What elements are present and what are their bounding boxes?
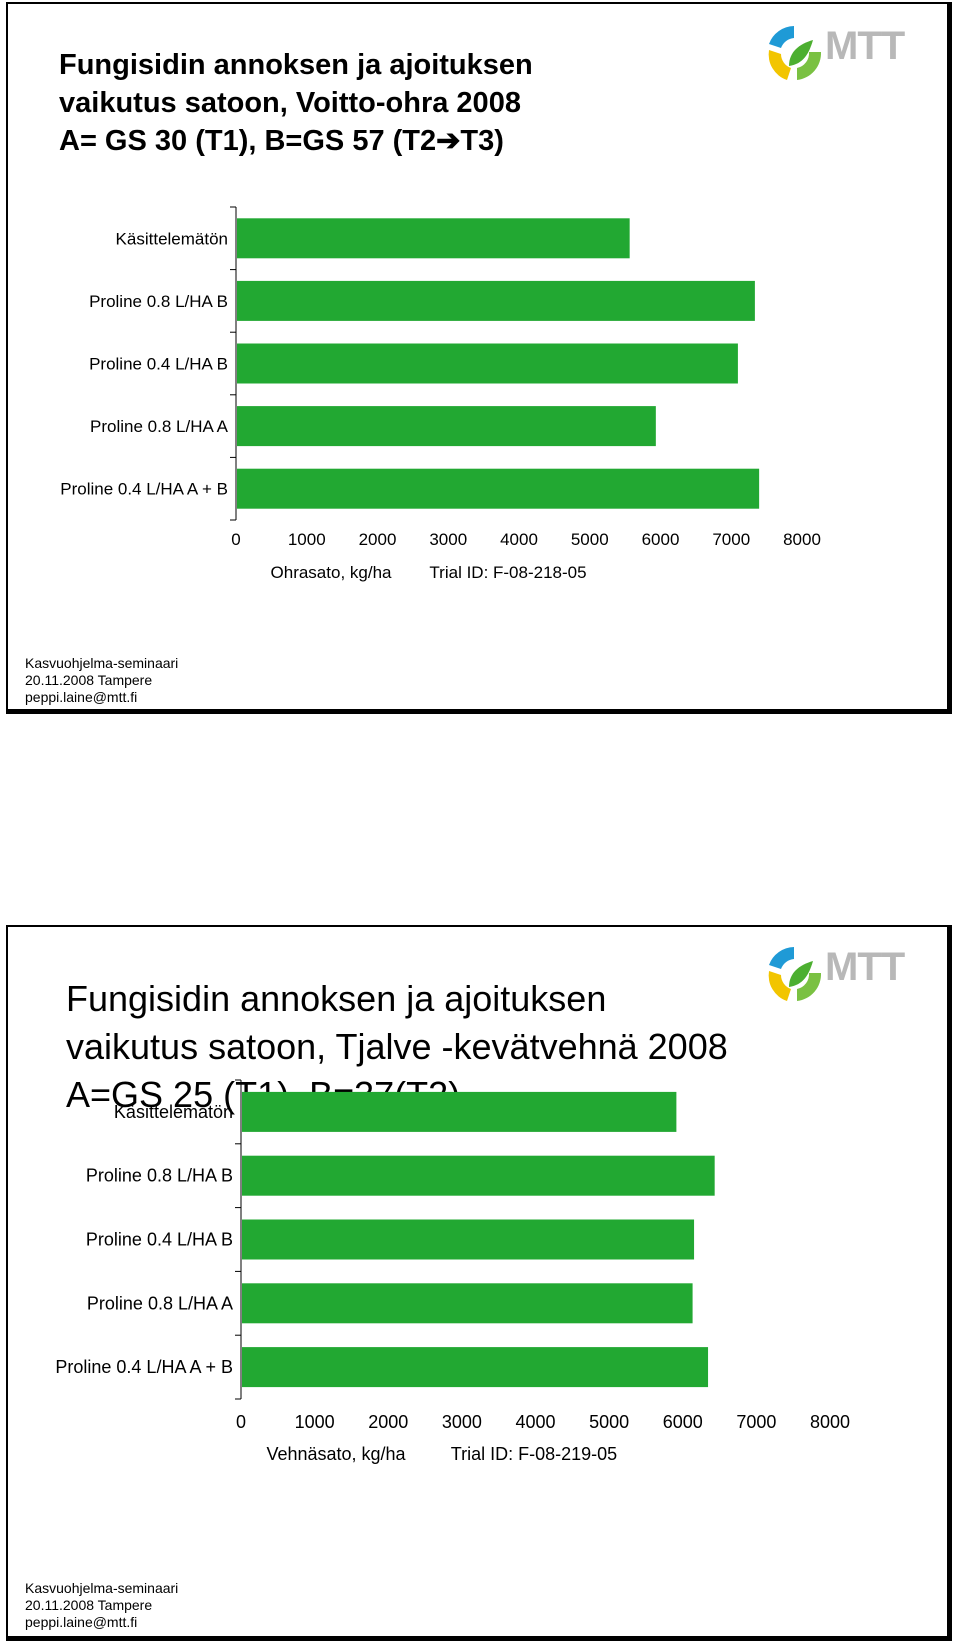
x-tick-label: 4000 — [500, 530, 538, 549]
x-tick-label: 6000 — [642, 530, 680, 549]
slide-footer: Kasvuohjelma-seminaari 20.11.2008 Tamper… — [25, 1580, 178, 1631]
slide-tjalve-kevatvehna: Fungisidin annoksen ja ajoituksen vaikut… — [6, 925, 952, 1641]
category-label: Käsittelemätön — [114, 1102, 233, 1122]
bar — [242, 1091, 677, 1132]
title-line-1: Fungisidin annoksen ja ajoituksen — [59, 49, 533, 81]
bar — [237, 468, 760, 509]
bar — [237, 218, 630, 259]
footer-date: 20.11.2008 Tampere — [25, 1597, 153, 1613]
x-tick-label: 1000 — [295, 1412, 335, 1432]
mtt-logo-icon — [768, 947, 822, 1001]
x-tick-label: 1000 — [288, 530, 326, 549]
slide-title: Fungisidin annoksen ja ajoituksen vaikut… — [59, 46, 533, 160]
yield-bar-chart: Käsittelemätön Proline 0.8 L/HA B Proline … — [60, 206, 821, 582]
category-label: Proline 0.8 L/HA A — [90, 417, 229, 436]
logo-text: MTT — [825, 945, 905, 989]
category-label: Proline 0.4 L/HA A + B — [60, 480, 228, 499]
x-axis-label: Vehnäsato, kg/ha — [266, 1444, 406, 1464]
slide-footer: Kasvuohjelma-seminaari 20.11.2008 Tamper… — [25, 655, 178, 706]
yield-bar-chart: Käsittelemätön Proline 0.8 L/HA B Proline … — [55, 1079, 850, 1464]
category-label: Proline 0.8 L/HA B — [89, 292, 228, 311]
bar — [237, 343, 738, 384]
bar — [242, 1347, 709, 1388]
trial-id-label: Trial ID: F-08-218-05 — [429, 563, 586, 582]
category-label: Proline 0.4 L/HA A + B — [55, 1357, 233, 1377]
bar — [237, 280, 755, 321]
x-tick-label: 8000 — [783, 530, 821, 549]
footer-event: Kasvuohjelma-seminaari — [25, 1580, 179, 1596]
mtt-logo: MTT — [763, 22, 923, 92]
footer-email: peppi.laine@mtt.fi — [25, 689, 138, 705]
bar — [242, 1219, 695, 1260]
mtt-logo-icon — [768, 26, 822, 80]
category-label: Käsittelemätön — [116, 229, 228, 248]
mtt-logo: MTT — [763, 943, 923, 1013]
x-axis-label: Ohrasato, kg/ha — [271, 563, 393, 582]
category-label: Proline 0.4 L/HA B — [86, 1230, 233, 1250]
x-tick-label: 2000 — [359, 530, 397, 549]
bar — [242, 1155, 715, 1196]
x-tick-label: 3000 — [442, 1412, 482, 1432]
footer-email: peppi.laine@mtt.fi — [25, 1614, 138, 1630]
x-tick-label: 5000 — [571, 530, 609, 549]
x-tick-label: 5000 — [589, 1412, 629, 1432]
bar — [242, 1283, 693, 1324]
title-line-3: A= GS 30 (T1), B=GS 57 (T2➔T3) — [59, 125, 504, 157]
title-line-2: vaikutus satoon, Voitto-ohra 2008 — [59, 87, 521, 119]
x-tick-label: 8000 — [810, 1412, 850, 1432]
trial-id-label: Trial ID: F-08-219-05 — [451, 1444, 617, 1464]
footer-event: Kasvuohjelma-seminaari — [25, 655, 179, 671]
footer-date: 20.11.2008 Tampere — [25, 672, 153, 688]
category-label: Proline 0.8 L/HA B — [86, 1166, 233, 1186]
title-line-1: Fungisidin annoksen ja ajoituksen — [66, 978, 607, 1019]
x-tick-label: 0 — [231, 530, 240, 549]
bar — [237, 406, 656, 447]
category-label: Proline 0.4 L/HA B — [89, 355, 228, 374]
x-tick-label: 7000 — [712, 530, 750, 549]
slide-voitto-ohra: Fungisidin annoksen ja ajoituksen vaikut… — [6, 2, 952, 714]
title-line-2: vaikutus satoon, Tjalve -kevätvehnä 2008 — [66, 1026, 728, 1067]
logo-text: MTT — [825, 24, 905, 68]
x-tick-label: 4000 — [515, 1412, 555, 1432]
x-tick-label: 7000 — [736, 1412, 776, 1432]
category-label: Proline 0.8 L/HA A — [87, 1293, 233, 1313]
x-tick-label: 3000 — [429, 530, 467, 549]
x-tick-label: 6000 — [663, 1412, 703, 1432]
x-tick-label: 2000 — [368, 1412, 408, 1432]
x-tick-label: 0 — [236, 1412, 246, 1432]
